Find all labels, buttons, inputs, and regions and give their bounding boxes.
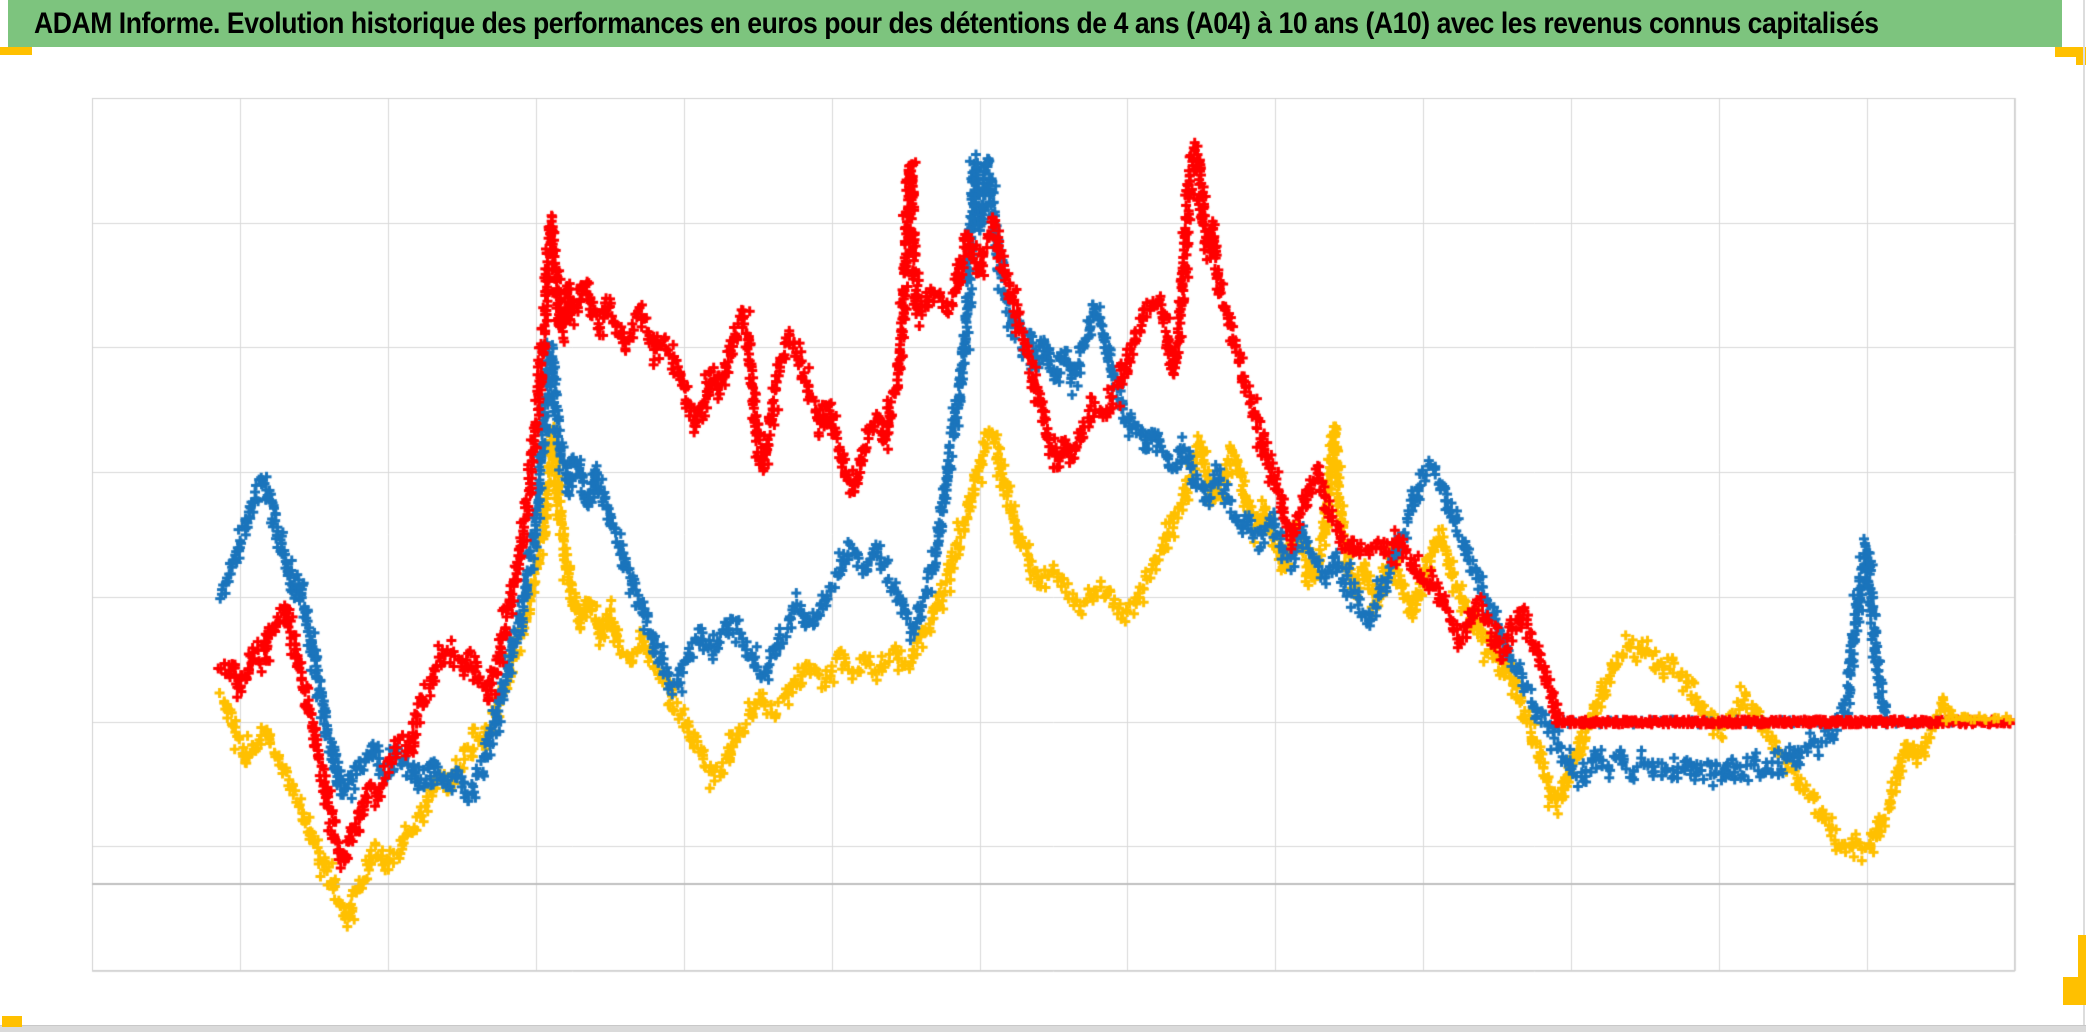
bottom-edge-bar [0,1025,2086,1032]
yellow-edge-strip-right [2078,935,2086,985]
window-right-edge [2083,0,2085,1031]
title-bar: ADAM Informe. Evolution historique des p… [8,0,2062,47]
chart-canvas [0,55,2086,1015]
performance-scatter-chart[interactable] [0,55,2086,1015]
yellow-corner-mark-bottom-right [2063,977,2086,1005]
yellow-corner-mark-top-right [2055,47,2086,57]
yellow-corner-mark-top-left [0,47,32,55]
chart-title: ADAM Informe. Evolution historique des p… [34,6,1879,40]
yellow-corner-mark-bottom-left [2,1016,22,1027]
